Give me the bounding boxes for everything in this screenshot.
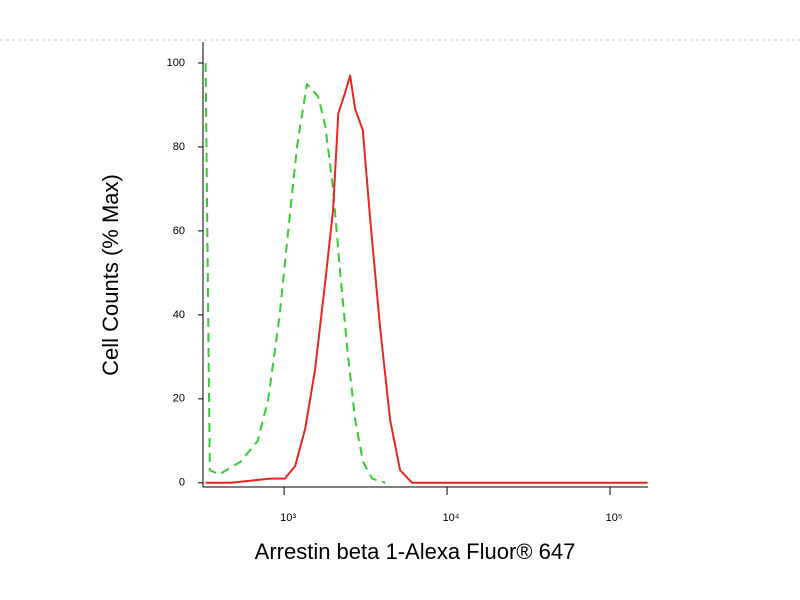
y-tick-label: 20 bbox=[173, 393, 185, 405]
x-tick-label: 10⁴ bbox=[443, 512, 460, 524]
y-tick-label: 80 bbox=[173, 141, 185, 153]
histogram-line bbox=[205, 74, 648, 484]
y-tick-label: 0 bbox=[179, 477, 185, 489]
x-tick-label: 10³ bbox=[280, 512, 296, 524]
x-tick-label: 10⁵ bbox=[606, 512, 623, 524]
histogram-line bbox=[204, 62, 386, 484]
x-axis-label: Arrestin beta 1-Alexa Fluor® 647 bbox=[255, 539, 576, 564]
y-tick-label: 40 bbox=[173, 309, 185, 321]
y-tick-label: 100 bbox=[167, 57, 185, 69]
plot-area bbox=[204, 62, 648, 484]
y-axis-label: Cell Counts (% Max) bbox=[98, 174, 123, 376]
y-tick-label: 60 bbox=[173, 225, 185, 237]
